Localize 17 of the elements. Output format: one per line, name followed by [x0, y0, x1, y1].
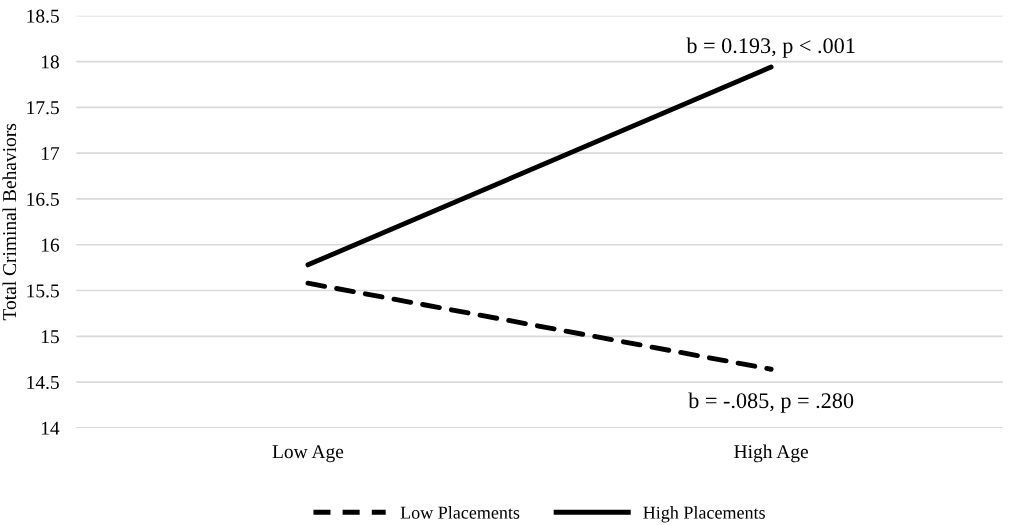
- legend-label: Low Placements: [400, 506, 520, 519]
- x-tick-label: Low Age: [272, 445, 344, 463]
- y-tick-label: 17: [41, 147, 60, 160]
- y-tick-label: 18.5: [27, 9, 59, 23]
- y-tick-label: 16.5: [27, 192, 59, 206]
- x-tick-label: High Age: [734, 444, 808, 463]
- y-tick-label: 15.5: [27, 284, 59, 298]
- y-axis-title: Total Criminal Behaviors: [2, 123, 17, 321]
- y-tick-label: 17.5: [27, 101, 59, 115]
- y-tick-label: 16: [41, 238, 60, 252]
- legend-label: High Placements: [643, 506, 765, 523]
- annotation: b = 0.193, p < .001: [686, 37, 855, 58]
- y-tick-label: 18: [41, 55, 59, 69]
- y-tick-label: 14.5: [27, 375, 59, 390]
- annotation: b = -.085, p = .280: [688, 392, 854, 413]
- y-tick-label: 14: [41, 421, 60, 435]
- y-tick-label: 15: [41, 330, 59, 344]
